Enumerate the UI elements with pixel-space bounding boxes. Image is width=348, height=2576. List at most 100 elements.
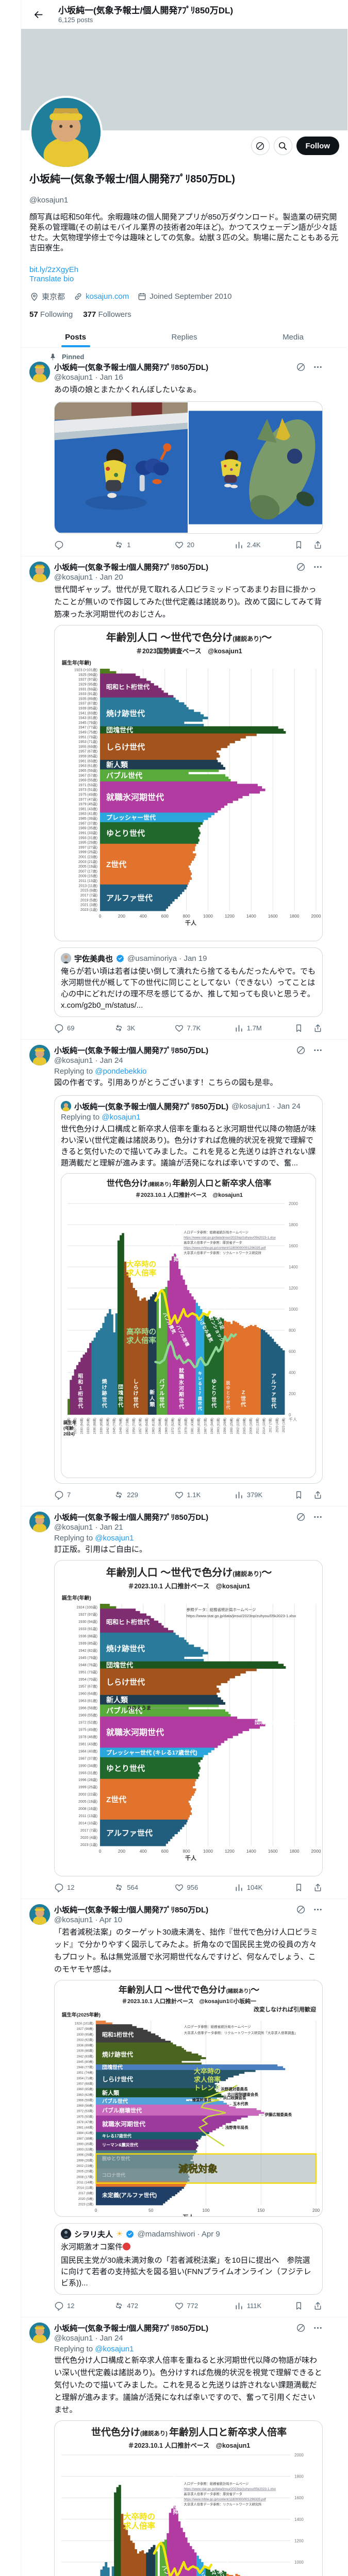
population-pyramid-chart-2023census[interactable]: 年齢別人口 ～世代で色分け(諸説あり)～ ＃2023国勢調査ベース @kosaju…	[54, 624, 323, 941]
mention-link[interactable]: @kosajun1	[95, 2344, 134, 2353]
share-icon[interactable]	[313, 1883, 323, 1892]
more-icon[interactable]	[313, 562, 323, 572]
share-icon[interactable]	[313, 1023, 323, 1033]
profile-website[interactable]: kosajun.com	[86, 292, 129, 301]
quote-card-self-chart[interactable]: 小坂純一(気象予報士/個人開発ｱﾌﾟﾘ850万DL) @kosajun1 · J…	[54, 1095, 323, 1484]
views-button[interactable]: 379K	[234, 1490, 294, 1500]
post-generation-gap[interactable]: 小坂純一(気象予報士/個人開発ｱﾌﾟﾘ850万DL) @kosajun1 · J…	[21, 556, 347, 1040]
reply-button[interactable]: 12	[54, 2301, 114, 2311]
post-author[interactable]: 小坂純一(気象予報士/個人開発ｱﾌﾟﾘ850万DL)	[54, 363, 209, 372]
post-handle-date[interactable]: @kosajun1 · Jan 20	[54, 572, 123, 582]
bookmark-icon[interactable]	[294, 2301, 304, 2311]
post-pinned[interactable]: Pinned 小坂純一(気象予報士/個人開発ｱﾌﾟﾘ850万DL) @kosaj…	[21, 348, 347, 556]
views-button[interactable]: 111K	[234, 2301, 294, 2311]
reply-button[interactable]	[54, 540, 114, 550]
svg-text:就職氷河期世代: 就職氷河期世代	[102, 2120, 145, 2127]
repost-button[interactable]: 3K	[114, 1023, 174, 1033]
post-author[interactable]: 小坂純一(気象予報士/個人開発ｱﾌﾟﾘ850万DL)	[54, 1046, 209, 1055]
svg-text:ゆ: ゆ	[226, 1385, 230, 1390]
post-author[interactable]: 小坂純一(気象予報士/個人開発ｱﾌﾟﾘ850万DL)	[54, 1905, 209, 1914]
population-pyramid-chart-politicians[interactable]: 年齢別人口 ～世代で色分け(諸説あり)～ ＃2023.10.1 人口推計ベース @…	[54, 1979, 323, 2217]
population-pyramid-chart-corrected[interactable]: 年齢別人口 ～世代で色分け(諸説あり)～ ＃2023.10.1 人口推計ベース @…	[54, 1560, 323, 1876]
views-button[interactable]: 2.4K	[234, 540, 294, 550]
quote-card-shiwori[interactable]: シヲリ夫人 ☀ @madamshiwori · Apr 9 氷河期激オコ案件 国…	[54, 2223, 323, 2295]
post-tax-bill-chart[interactable]: 小坂純一(気象予報士/個人開発ｱﾌﾟﾘ850万DL) @kosajun1 · A…	[21, 1899, 347, 2317]
tab-media[interactable]: Media	[283, 332, 304, 342]
like-button[interactable]: 7.7K	[174, 1023, 234, 1033]
photo-dragon-right[interactable]	[189, 402, 322, 533]
bio-link[interactable]: bit.ly/2zXgyEh	[29, 265, 79, 274]
grok-actions-icon[interactable]	[296, 362, 306, 372]
svg-text:り: り	[226, 1395, 230, 1400]
post-author[interactable]: 小坂純一(気象予報士/個人開発ｱﾌﾟﾘ850万DL)	[54, 2324, 209, 2333]
grok-profile-button[interactable]	[251, 137, 270, 155]
avatar[interactable]	[29, 1511, 50, 1532]
avatar[interactable]	[29, 361, 50, 382]
grok-actions-icon[interactable]	[296, 2323, 306, 2333]
translate-bio-link[interactable]: Translate bio	[29, 274, 74, 283]
mention-link[interactable]: @pondebekkio	[95, 1066, 147, 1076]
post-corrected-chart[interactable]: 小坂純一(気象予報士/個人開発ｱﾌﾟﾘ850万DL) @kosajun1 · J…	[21, 1506, 347, 1899]
post-media-photos[interactable]	[54, 401, 323, 534]
back-button[interactable]	[29, 6, 47, 23]
grok-actions-icon[interactable]	[296, 1905, 306, 1914]
svg-text:と: と	[226, 1391, 230, 1395]
post-author[interactable]: 小坂純一(気象予報士/個人開発ｱﾌﾟﾘ850万DL)	[54, 563, 209, 572]
like-button[interactable]: 956	[174, 1883, 234, 1892]
bookmark-icon[interactable]	[294, 1883, 304, 1892]
svg-text:レ: レ	[198, 1376, 202, 1381]
share-icon[interactable]	[313, 540, 323, 550]
post-handle-date[interactable]: @kosajun1 · Jan 24	[54, 2333, 123, 2343]
avatar[interactable]	[29, 1044, 50, 1065]
repost-button[interactable]: 1	[114, 540, 174, 550]
generation-jobs-ratio-chart-large[interactable]: 世代色分け(諸説あり) 年齢別人口と新卒求人倍率 ＃2023.10.1 人口推計ベ…	[54, 2420, 323, 2576]
more-icon[interactable]	[313, 2323, 323, 2333]
reply-button[interactable]: 12	[54, 1883, 114, 1892]
views-button[interactable]: 1.7M	[234, 1023, 294, 1033]
profile-avatar[interactable]	[29, 96, 103, 169]
more-icon[interactable]	[313, 362, 323, 372]
post-author[interactable]: 小坂純一(気象予報士/個人開発ｱﾌﾟﾘ850万DL)	[54, 1513, 209, 1522]
reply-button[interactable]: 69	[54, 1023, 114, 1033]
more-icon[interactable]	[313, 1512, 323, 1522]
share-icon[interactable]	[313, 1490, 323, 1500]
repost-button[interactable]: 472	[114, 2301, 174, 2311]
following-count[interactable]: 57 Following	[29, 310, 73, 319]
repost-button[interactable]: 564	[114, 1883, 174, 1892]
avatar[interactable]	[29, 561, 50, 582]
like-button[interactable]: 1.1K	[174, 1490, 234, 1500]
photo-playground-left[interactable]	[55, 402, 188, 533]
svg-text:団: 団	[170, 2460, 176, 2467]
quote-card-usaminoriya[interactable]: 宇佐美典也 @usaminoriya · Jan 19 俺らが若い頃は若者は使い…	[54, 947, 323, 1017]
more-icon[interactable]	[313, 1905, 323, 1914]
reply-button[interactable]: 7	[54, 1490, 114, 1500]
tab-posts[interactable]: Posts	[21, 325, 130, 347]
like-button[interactable]: 20	[174, 540, 234, 550]
tab-replies[interactable]: Replies	[171, 332, 197, 342]
followers-count[interactable]: 377 Followers	[83, 310, 131, 319]
grok-actions-icon[interactable]	[296, 562, 306, 572]
share-icon[interactable]	[313, 2301, 323, 2311]
post-jobs-ratio-chart-full[interactable]: 小坂純一(気象予報士/個人開発ｱﾌﾟﾘ850万DL) @kosajun1 · J…	[21, 2317, 347, 2576]
bookmark-icon[interactable]	[294, 1023, 304, 1033]
post-handle-date[interactable]: @kosajun1 · Jan 21	[54, 1522, 123, 1532]
grok-actions-icon[interactable]	[296, 1512, 306, 1522]
svg-text:塊: 塊	[171, 1214, 176, 1222]
post-chart-author-reply[interactable]: 小坂純一(気象予報士/個人開発ｱﾌﾟﾘ850万DL) @kosajun1 · J…	[21, 1040, 347, 1506]
follow-button[interactable]: Follow	[296, 137, 339, 155]
more-icon[interactable]	[313, 1045, 323, 1055]
views-button[interactable]: 104K	[234, 1883, 294, 1892]
avatar[interactable]	[29, 1904, 50, 1925]
like-button[interactable]: 772	[174, 2301, 234, 2311]
bookmark-icon[interactable]	[294, 540, 304, 550]
mention-link[interactable]: @kosajun1	[95, 1533, 134, 1543]
post-handle-date[interactable]: @kosajun1 · Jan 24	[54, 1056, 123, 1065]
avatar[interactable]	[29, 2322, 50, 2343]
post-handle-date[interactable]: @kosajun1 · Jan 16	[54, 372, 123, 382]
generation-jobs-ratio-chart-small[interactable]: 世代色分け(諸説あり) 年齢別人口と新卒求人倍率 ＃2023.10.1 人口推計ベ…	[61, 1173, 316, 1478]
search-button[interactable]	[273, 137, 292, 155]
repost-button[interactable]: 229	[114, 1490, 174, 1500]
grok-actions-icon[interactable]	[296, 1045, 306, 1055]
post-handle-date[interactable]: @kosajun1 · Apr 10	[54, 1915, 122, 1924]
bookmark-icon[interactable]	[294, 1490, 304, 1500]
